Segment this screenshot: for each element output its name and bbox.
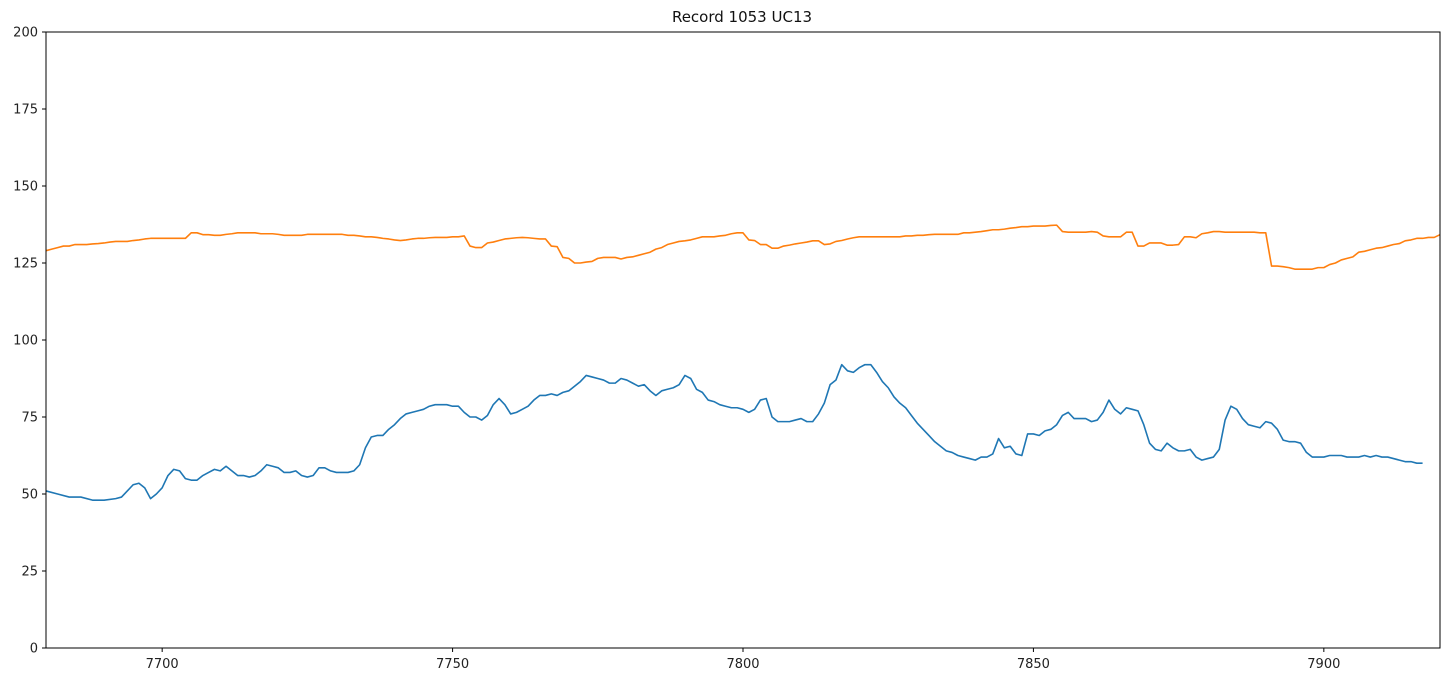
- y-tick-label: 75: [21, 411, 38, 426]
- y-tick-label: 100: [13, 334, 38, 349]
- y-tick-label: 200: [13, 26, 38, 41]
- plot-frame: [45, 31, 1441, 649]
- x-tick-label: 7900: [1307, 657, 1340, 672]
- chart-title: Record 1053 UC13: [672, 8, 812, 26]
- y-tick-label: 0: [30, 642, 38, 657]
- series-line-1: [45, 363, 1423, 501]
- y-tick-label: 125: [13, 257, 38, 272]
- y-tick-label: 50: [21, 488, 38, 503]
- x-tick-label: 7800: [726, 657, 759, 672]
- y-tick-label: 25: [21, 565, 38, 580]
- x-tick-label: 7750: [436, 657, 469, 672]
- x-tick-label: 7850: [1017, 657, 1050, 672]
- y-tick-label: 150: [13, 180, 38, 195]
- series-line-2: [45, 224, 1441, 270]
- x-axis: 7700 7750 7800 7850 7900: [146, 648, 1340, 672]
- y-axis: 0 25 50 75 100 125 150 175 200: [13, 26, 46, 657]
- y-tick-label: 175: [13, 103, 38, 118]
- series-layer: [45, 224, 1441, 501]
- x-tick-label: 7700: [146, 657, 179, 672]
